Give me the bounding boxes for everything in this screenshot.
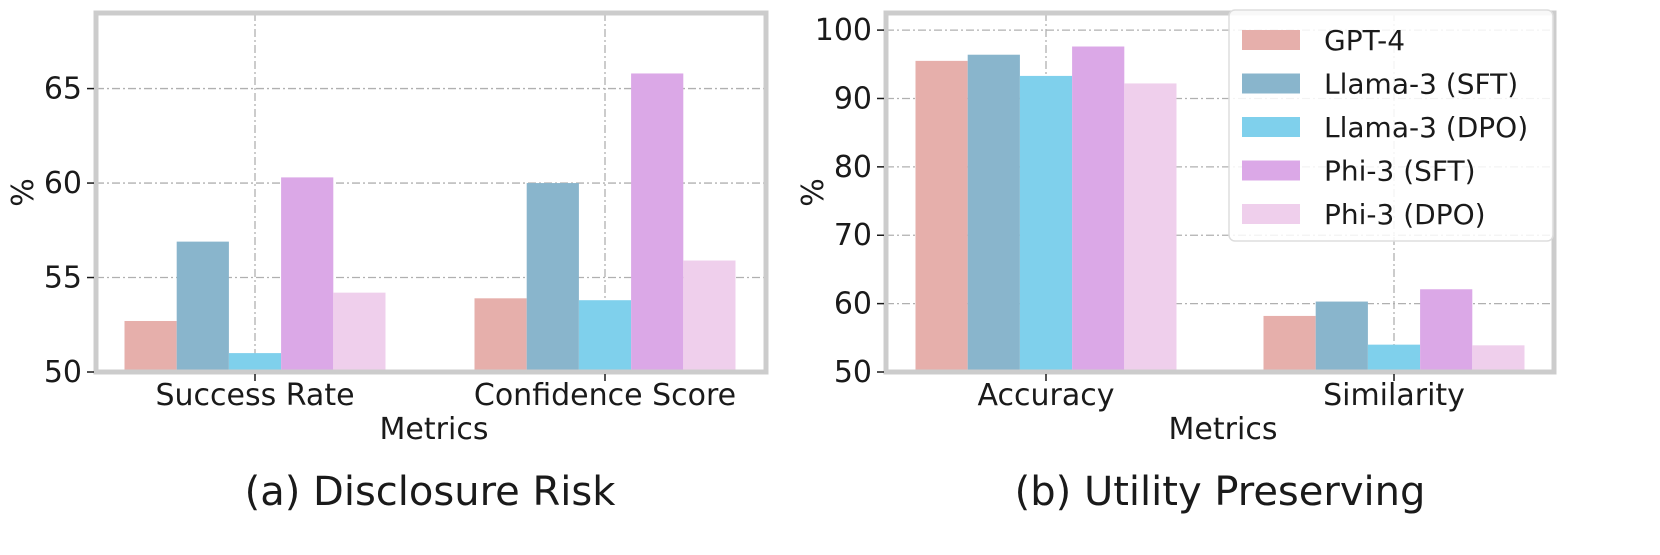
y-axis-label: % <box>6 178 41 207</box>
x-axis-label: Metrics <box>380 412 489 447</box>
y-tick-label: 55 <box>44 261 82 296</box>
legend-label: GPT-4 <box>1324 24 1405 57</box>
y-tick-label: 90 <box>834 81 872 116</box>
bar-phi-3-sft--0 <box>1072 46 1125 373</box>
bar-gpt-4-0 <box>124 320 177 372</box>
y-tick-label: 100 <box>815 13 872 48</box>
legend-label: Phi-3 (DPO) <box>1324 198 1486 231</box>
x-tick-label: Confidence Score <box>474 378 736 413</box>
bar-gpt-4-0 <box>915 60 968 372</box>
bar-phi-3-sft--1 <box>631 73 684 372</box>
y-tick-label: 60 <box>834 287 872 322</box>
bar-phi-3-dpo--0 <box>333 292 386 372</box>
bar-gpt-4-1 <box>474 298 527 372</box>
legend-swatch <box>1242 117 1300 137</box>
legend-swatch <box>1242 30 1300 50</box>
y-tick-label: 50 <box>834 355 872 390</box>
bar-llama-3-dpo--1 <box>578 300 632 372</box>
y-tick-label: 60 <box>44 166 82 201</box>
plot-frame <box>93 10 769 375</box>
bar-llama-3-sft--1 <box>526 183 579 372</box>
bar-phi-3-dpo--0 <box>1124 83 1177 373</box>
legend-swatch <box>1242 73 1300 94</box>
legend-swatch <box>1242 204 1300 224</box>
bar-llama-3-dpo--0 <box>228 353 282 372</box>
panel-a: 50 55 60 65 Success Rate Confidence ScoreMetr… <box>6 10 769 515</box>
bar-llama-3-dpo--0 <box>1019 75 1073 373</box>
legend-label: Llama-3 (SFT) <box>1324 68 1518 101</box>
x-tick-label: Similarity <box>1323 378 1465 413</box>
bar-phi-3-sft--0 <box>281 177 334 372</box>
y-tick-label: 65 <box>44 72 82 107</box>
bar-phi-3-sft--1 <box>1420 289 1473 372</box>
x-tick-label: Accuracy <box>978 378 1115 413</box>
bar-phi-3-dpo--1 <box>683 260 736 372</box>
bar-gpt-4-1 <box>1263 315 1316 372</box>
panel-caption: (b) Utility Preserving <box>1015 469 1426 515</box>
legend-label: Phi-3 (SFT) <box>1324 155 1476 188</box>
legend-box <box>1228 9 1554 242</box>
bar-llama-3-sft--0 <box>176 241 229 372</box>
panel-caption: (a) Disclosure Risk <box>245 469 617 515</box>
x-axis-label: Metrics <box>1169 412 1278 447</box>
bar-phi-3-dpo--1 <box>1472 345 1525 372</box>
bar-llama-3-sft--0 <box>967 54 1020 373</box>
y-tick-label: 70 <box>834 218 872 253</box>
bar-llama-3-sft--1 <box>1315 301 1368 372</box>
legend-swatch <box>1242 160 1300 181</box>
y-tick-label: 50 <box>44 355 82 390</box>
x-tick-label: Success Rate <box>155 378 354 413</box>
y-axis-label: % <box>796 178 831 207</box>
bar-llama-3-dpo--1 <box>1367 344 1421 372</box>
panel-b: 50 60 70 80 90 100 Accuracy Similarity Metrics% (… <box>796 9 1557 515</box>
y-tick-label: 80 <box>834 150 872 185</box>
legend-label: Llama-3 (DPO) <box>1324 111 1528 144</box>
plot-frame <box>883 10 1557 375</box>
legend: GPT-4 Llama-3 (SFT) Llama-3 (DPO) Phi-3 (SF… <box>1228 9 1554 242</box>
